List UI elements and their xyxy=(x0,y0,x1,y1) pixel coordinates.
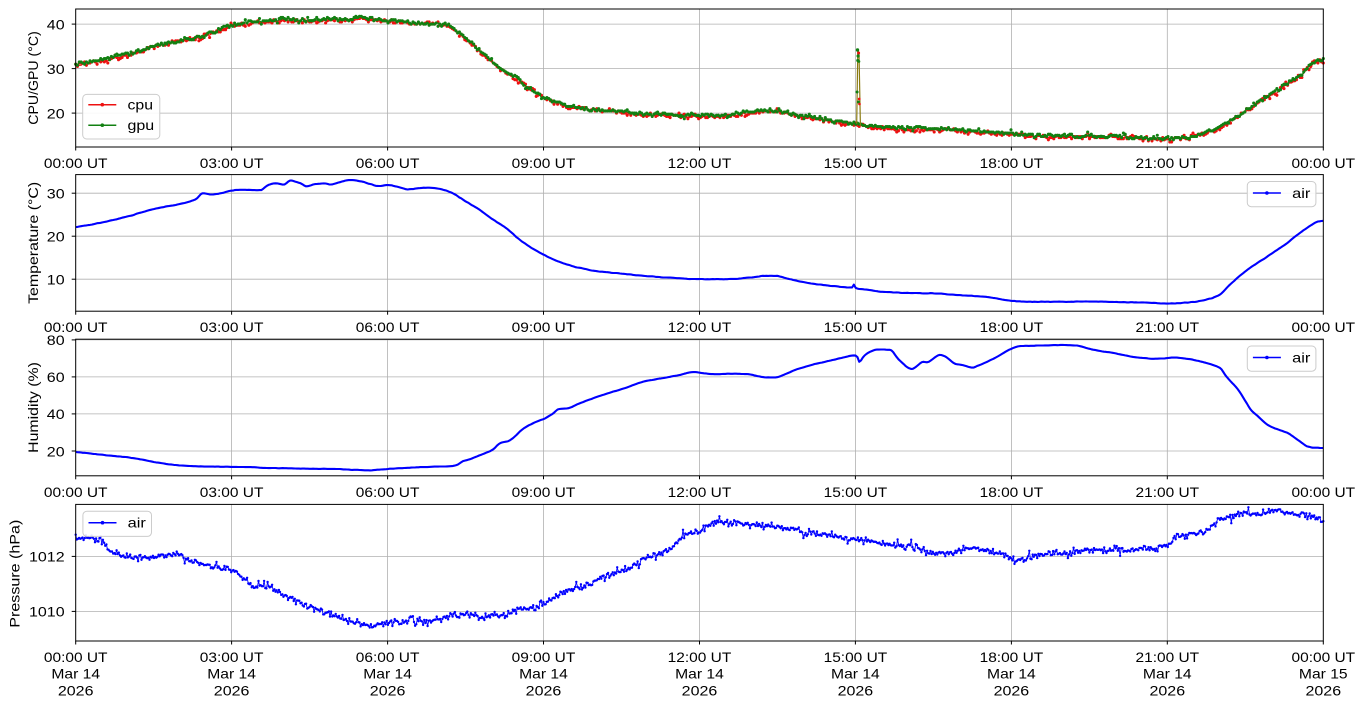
svg-text:80: 80 xyxy=(47,332,65,348)
svg-text:00:00 UT: 00:00 UT xyxy=(44,484,108,500)
svg-text:21:00 UT: 21:00 UT xyxy=(1136,484,1200,500)
svg-text:12:00 UT: 12:00 UT xyxy=(668,649,732,665)
svg-text:Mar 14: Mar 14 xyxy=(51,666,100,682)
svg-text:09:00 UT: 09:00 UT xyxy=(512,484,576,500)
svg-text:20: 20 xyxy=(47,229,65,245)
svg-text:06:00 UT: 06:00 UT xyxy=(356,319,420,335)
svg-text:00:00 UT: 00:00 UT xyxy=(1292,649,1356,665)
svg-text:air: air xyxy=(128,515,147,531)
svg-text:2026: 2026 xyxy=(838,682,874,698)
svg-text:2026: 2026 xyxy=(214,682,250,698)
svg-text:12:00 UT: 12:00 UT xyxy=(668,484,732,500)
svg-text:00:00 UT: 00:00 UT xyxy=(1292,319,1356,335)
svg-text:03:00 UT: 03:00 UT xyxy=(200,484,264,500)
svg-text:00:00 UT: 00:00 UT xyxy=(44,155,108,171)
svg-text:10: 10 xyxy=(47,272,65,288)
svg-text:09:00 UT: 09:00 UT xyxy=(512,319,576,335)
svg-text:Temperature (°C): Temperature (°C) xyxy=(25,182,41,304)
svg-text:21:00 UT: 21:00 UT xyxy=(1136,319,1200,335)
svg-text:30: 30 xyxy=(47,61,65,77)
svg-text:21:00 UT: 21:00 UT xyxy=(1136,155,1200,171)
svg-text:03:00 UT: 03:00 UT xyxy=(200,155,264,171)
svg-text:18:00 UT: 18:00 UT xyxy=(980,484,1044,500)
svg-text:2026: 2026 xyxy=(994,682,1030,698)
svg-text:Pressure (hPa): Pressure (hPa) xyxy=(7,520,23,628)
svg-text:Mar 14: Mar 14 xyxy=(1143,666,1192,682)
svg-text:03:00 UT: 03:00 UT xyxy=(200,319,264,335)
svg-text:air: air xyxy=(1292,350,1311,366)
svg-text:21:00 UT: 21:00 UT xyxy=(1136,649,1200,665)
svg-text:00:00 UT: 00:00 UT xyxy=(44,319,108,335)
svg-text:2026: 2026 xyxy=(526,682,562,698)
svg-text:00:00 UT: 00:00 UT xyxy=(1292,484,1356,500)
svg-text:06:00 UT: 06:00 UT xyxy=(356,484,420,500)
svg-text:2026: 2026 xyxy=(682,682,718,698)
svg-text:09:00 UT: 09:00 UT xyxy=(512,155,576,171)
svg-text:00:00 UT: 00:00 UT xyxy=(44,649,108,665)
svg-text:2026: 2026 xyxy=(58,682,94,698)
svg-text:09:00 UT: 09:00 UT xyxy=(512,649,576,665)
svg-text:Humidity (%): Humidity (%) xyxy=(25,362,41,453)
svg-text:40: 40 xyxy=(47,16,65,32)
svg-text:20: 20 xyxy=(47,105,65,121)
svg-text:2026: 2026 xyxy=(1306,682,1342,698)
svg-text:12:00 UT: 12:00 UT xyxy=(668,319,732,335)
svg-text:12:00 UT: 12:00 UT xyxy=(668,155,732,171)
svg-text:air: air xyxy=(1292,185,1311,201)
svg-text:Mar 14: Mar 14 xyxy=(675,666,724,682)
svg-text:Mar 15: Mar 15 xyxy=(1299,666,1348,682)
svg-text:06:00 UT: 06:00 UT xyxy=(356,155,420,171)
svg-text:00:00 UT: 00:00 UT xyxy=(1292,155,1356,171)
svg-text:1010: 1010 xyxy=(29,604,65,620)
svg-text:Mar 14: Mar 14 xyxy=(363,666,412,682)
svg-text:15:00 UT: 15:00 UT xyxy=(824,649,888,665)
svg-text:2026: 2026 xyxy=(1150,682,1186,698)
svg-text:20: 20 xyxy=(47,443,65,459)
svg-text:15:00 UT: 15:00 UT xyxy=(824,319,888,335)
svg-text:18:00 UT: 18:00 UT xyxy=(980,319,1044,335)
svg-text:03:00 UT: 03:00 UT xyxy=(200,649,264,665)
svg-text:2026: 2026 xyxy=(370,682,406,698)
svg-text:Mar 14: Mar 14 xyxy=(207,666,256,682)
svg-text:60: 60 xyxy=(47,369,65,385)
svg-text:Mar 14: Mar 14 xyxy=(519,666,568,682)
svg-text:1012: 1012 xyxy=(29,549,65,565)
svg-text:Mar 14: Mar 14 xyxy=(831,666,880,682)
svg-text:cpu: cpu xyxy=(128,97,154,113)
svg-text:40: 40 xyxy=(47,406,65,422)
svg-text:18:00 UT: 18:00 UT xyxy=(980,649,1044,665)
svg-text:18:00 UT: 18:00 UT xyxy=(980,155,1044,171)
svg-text:gpu: gpu xyxy=(128,117,155,133)
svg-text:15:00 UT: 15:00 UT xyxy=(824,484,888,500)
svg-text:Mar 14: Mar 14 xyxy=(987,666,1036,682)
svg-text:15:00 UT: 15:00 UT xyxy=(824,155,888,171)
svg-text:CPU/GPU (°C): CPU/GPU (°C) xyxy=(25,31,41,125)
svg-text:30: 30 xyxy=(47,186,65,202)
svg-text:06:00 UT: 06:00 UT xyxy=(356,649,420,665)
